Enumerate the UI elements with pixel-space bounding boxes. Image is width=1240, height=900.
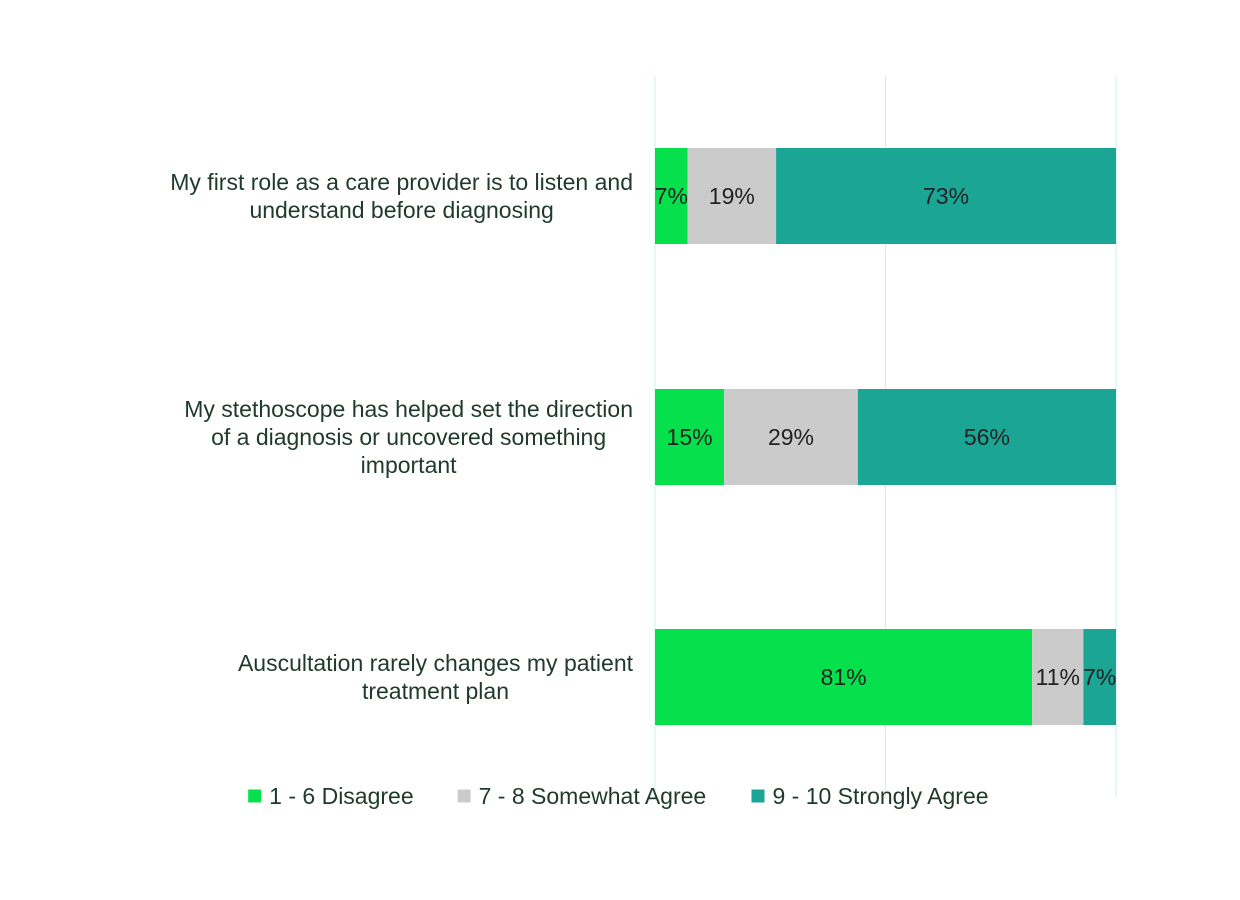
legend-swatch	[751, 789, 765, 803]
category-label-line: My stethoscope has helped set the direct…	[184, 396, 633, 422]
bar-value-label: 7%	[655, 183, 688, 209]
bar-1-series-1	[655, 148, 688, 244]
category-label-2: My stethoscope has helped set the direct…	[184, 396, 633, 478]
category-label-line: My first role as a care provider is to l…	[170, 169, 633, 195]
bar-3-series-3	[1083, 629, 1116, 725]
bar-value-label: 7%	[1083, 664, 1116, 690]
bar-value-label: 29%	[768, 424, 814, 450]
legend-item-3: 9 - 10 Strongly Agree	[751, 783, 989, 809]
category-label-3: Auscultation rarely changes my patienttr…	[238, 650, 634, 704]
bar-value-label: 11%	[1036, 664, 1080, 690]
legend: 1 - 6 Disagree 7 - 8 Somewhat Agree 9 - 10…	[248, 783, 989, 809]
bar-value-label: 56%	[964, 424, 1010, 450]
category-label-line: of a diagnosis or uncovered something	[211, 424, 606, 450]
legend-label: 1 - 6 Disagree	[269, 783, 413, 809]
category-label-line: Auscultation rarely changes my patient	[238, 650, 634, 676]
legend-swatch	[248, 789, 262, 803]
bar-3-series-1	[655, 629, 1033, 725]
bar-2-series-3	[857, 389, 1116, 485]
bar-1-series-2	[687, 148, 777, 244]
category-label-line: understand before diagnosing	[249, 197, 553, 223]
category-label-line: important	[361, 452, 457, 478]
legend-swatch	[457, 789, 471, 803]
bar-value-label: 19%	[709, 183, 755, 209]
category-label-line: treatment plan	[362, 678, 509, 704]
bar-3-series-2	[1032, 629, 1084, 725]
legend-item-1: 1 - 6 Disagree	[248, 783, 414, 809]
legend-item-2: 7 - 8 Somewhat Agree	[457, 783, 707, 809]
bars: 7% 19% 73%15% 29% 56%81% 11% 7%	[655, 148, 1116, 725]
bar-2-series-2	[724, 389, 858, 485]
legend-label: 9 - 10 Strongly Agree	[772, 783, 988, 809]
legend-label: 7 - 8 Somewhat Agree	[479, 783, 707, 809]
bar-value-label: 15%	[667, 424, 713, 450]
category-labels: My first role as a care provider is to l…	[170, 169, 633, 704]
bar-1-series-3	[776, 148, 1116, 244]
bar-2-series-1	[655, 389, 725, 485]
category-label-1: My first role as a care provider is to l…	[170, 169, 633, 223]
bar-value-label: 73%	[923, 183, 969, 209]
bar-value-label: 81%	[821, 664, 867, 690]
